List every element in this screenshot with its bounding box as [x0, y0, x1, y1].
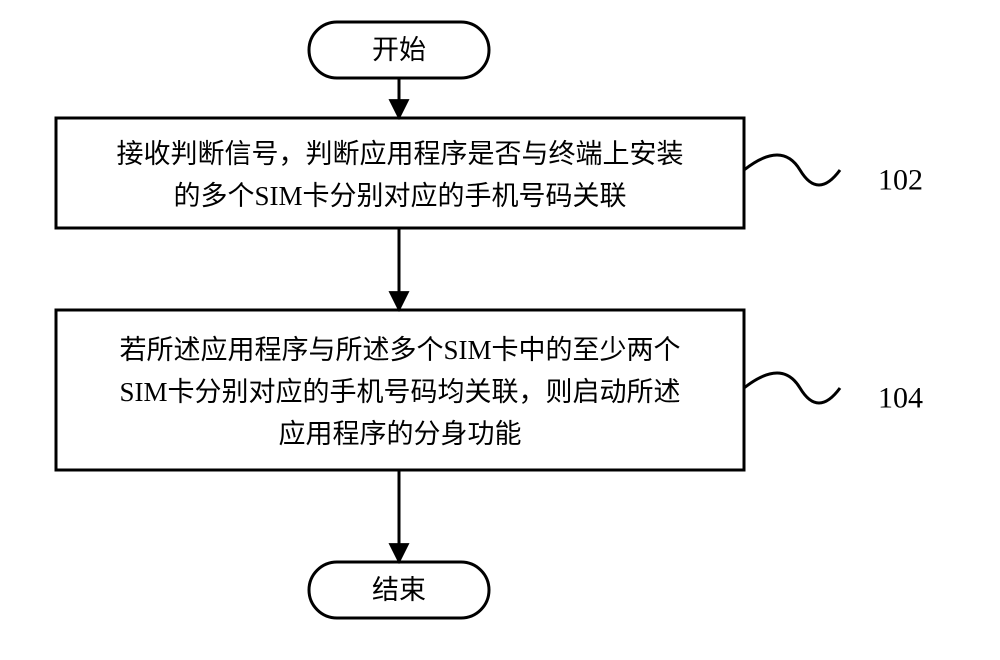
flowchart-canvas: 开始接收判断信号，判断应用程序是否与终端上安装的多个SIM卡分别对应的手机号码关…: [0, 0, 1000, 660]
start-node-label: 开始: [372, 35, 426, 65]
step-102-line-0: 接收判断信号，判断应用程序是否与终端上安装: [117, 139, 684, 169]
step-102-line-1: 的多个SIM卡分别对应的手机号码关联: [173, 181, 626, 211]
step-102-connector: [744, 155, 840, 185]
step-104-connector: [744, 373, 840, 403]
step-104-line-1: SIM卡分别对应的手机号码均关联，则启动所述: [119, 377, 680, 407]
step-104-line-0: 若所述应用程序与所述多个SIM卡中的至少两个: [119, 335, 680, 365]
step-104-tag: 104: [878, 382, 923, 415]
end-node-label: 结束: [372, 575, 426, 605]
step-104-line-2: 应用程序的分身功能: [279, 419, 522, 449]
step-102: [56, 118, 744, 228]
step-102-tag: 102: [878, 164, 923, 197]
